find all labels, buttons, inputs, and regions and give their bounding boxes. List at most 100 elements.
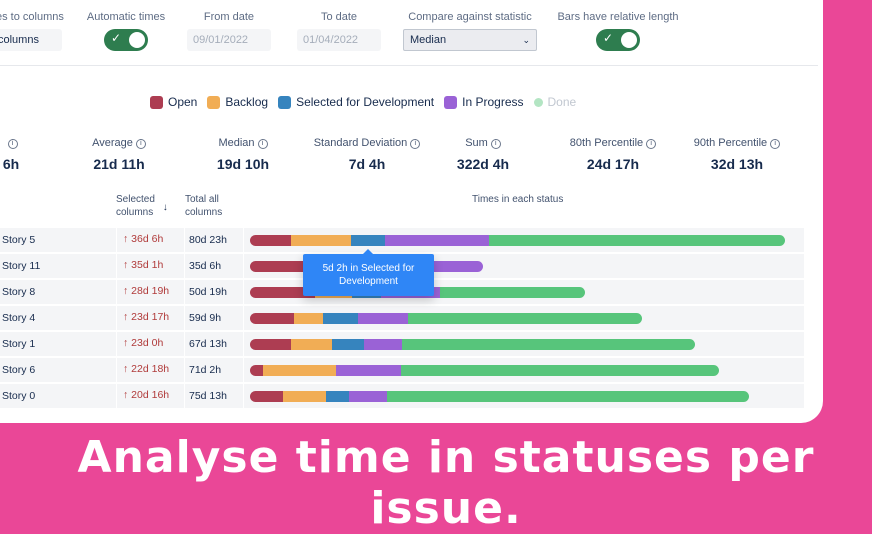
sort-arrow-icon: ↓	[162, 202, 168, 213]
table-row[interactable]: Story 1 ↑ 23d 0h 67d 13h	[0, 332, 804, 356]
status-bar	[250, 235, 785, 246]
legend-label: Open	[168, 95, 198, 109]
bar-segment-selected-for-development[interactable]	[331, 339, 364, 350]
legend-label: In Progress	[462, 95, 524, 109]
bar-segment-done[interactable]	[439, 287, 585, 298]
bar-segment-in-progress[interactable]	[384, 235, 490, 246]
stat-title: Sum	[465, 137, 488, 149]
info-icon[interactable]: i	[490, 139, 501, 149]
bar-segment-done[interactable]	[387, 391, 749, 402]
from-date-label: From date	[203, 11, 255, 23]
table-row[interactable]: Story 6 ↑ 22d 18h 71d 2h	[0, 358, 804, 382]
legend-swatch	[278, 95, 292, 109]
table-row[interactable]: Story 4 ↑ 23d 17h 59d 9h	[0, 306, 804, 330]
to-date-input[interactable]: 01/04/2022	[297, 29, 381, 51]
bar-segment-selected-for-development[interactable]	[325, 391, 350, 402]
bar-segment-backlog[interactable]	[290, 339, 332, 350]
arrow-up-icon: ↑	[123, 337, 129, 349]
stat-value: 6h	[2, 156, 20, 172]
bar-segment-open[interactable]	[250, 365, 264, 376]
chevron-down-icon: ⌄	[522, 35, 530, 45]
info-icon[interactable]: i	[135, 139, 146, 149]
from-date-control: From date 09/01/2022	[187, 11, 271, 51]
legend-swatch	[533, 97, 543, 107]
legend-item-selected-for-development[interactable]: Selected for Development	[278, 95, 434, 109]
legend-label: Selected for Development	[296, 95, 435, 109]
arrow-up-icon: ↑	[123, 363, 129, 375]
bar-segment-backlog[interactable]	[294, 313, 324, 324]
stat-0: i 6h	[0, 137, 66, 172]
issue-name[interactable]: Story 5	[2, 234, 36, 246]
stat-4: Sum i 322d 4h	[428, 137, 538, 172]
automatic-times-toggle[interactable]: ✓	[104, 29, 148, 51]
issue-name[interactable]: Story 1	[2, 338, 36, 350]
relative-length-toggle[interactable]: ✓	[596, 29, 640, 51]
stat-value: 32d 13h	[710, 156, 764, 172]
stat-6: 90th Percentile i 32d 13h	[682, 137, 792, 172]
bar-segment-selected-for-development[interactable]	[323, 313, 358, 324]
tagline: Analyse time in statuses per issue.	[77, 432, 815, 534]
automatic-times-control: Automatic times ✓	[80, 11, 172, 51]
bar-segment-in-progress[interactable]	[349, 391, 388, 402]
table-row[interactable]: Story 0 ↑ 20d 16h 75d 13h	[0, 384, 804, 408]
issue-name[interactable]: Story 8	[2, 286, 36, 298]
automatic-times-label: Automatic times	[86, 11, 166, 23]
total-columns-header: Total all columns	[185, 194, 223, 218]
bar-segment-open[interactable]	[250, 261, 311, 272]
bar-segment-open[interactable]	[250, 287, 315, 298]
bar-segment-done[interactable]	[407, 313, 643, 324]
selected-time-value: 20d 16h	[131, 389, 170, 401]
stat-title: 90th Percentile	[693, 137, 768, 149]
issue-name[interactable]: Story 0	[2, 390, 36, 402]
issue-name[interactable]: Story 4	[2, 312, 36, 324]
legend-item-done[interactable]: Done	[533, 95, 577, 109]
total-time: 35d 6h	[184, 254, 244, 278]
tooltip: 5d 2h in Selected for Development	[303, 249, 434, 296]
bar-segment-open[interactable]	[250, 391, 284, 402]
selected-time: ↑ 23d 0h	[116, 332, 182, 356]
stat-5: 80th Percentile i 24d 17h	[558, 137, 668, 172]
legend-item-open[interactable]: Open	[150, 95, 197, 109]
selected-time-value: 28d 19h	[131, 285, 170, 297]
bar-segment-in-progress[interactable]	[420, 261, 484, 272]
selected-time: ↑ 22d 18h	[116, 358, 182, 382]
legend-item-in-progress[interactable]: In Progress	[444, 95, 524, 109]
table-row[interactable]: Story 5 ↑ 36d 6h 80d 23h	[0, 228, 804, 252]
legend-item-backlog[interactable]: Backlog	[207, 95, 268, 109]
legend-label: Done	[547, 95, 577, 109]
total-time: 71d 2h	[184, 358, 244, 382]
bar-segment-done[interactable]	[401, 339, 696, 350]
bar-segment-done[interactable]	[489, 235, 785, 246]
info-icon[interactable]: i	[410, 139, 421, 149]
selected-time-value: 23d 0h	[131, 337, 164, 349]
info-icon[interactable]: i	[646, 139, 657, 149]
total-time: 80d 23h	[184, 228, 244, 252]
issue-name[interactable]: Story 11	[2, 260, 41, 272]
stat-3: Standard Deviation i 7d 4h	[312, 137, 422, 172]
bar-segment-in-progress[interactable]	[357, 313, 408, 324]
info-icon[interactable]: i	[7, 139, 18, 149]
bar-segment-open[interactable]	[250, 235, 291, 246]
stat-value: 322d 4h	[456, 156, 510, 172]
stat-value: 24d 17h	[586, 156, 640, 172]
selected-time-value: 22d 18h	[131, 363, 170, 375]
bar-segment-selected-for-development[interactable]	[351, 235, 385, 246]
selected-time: ↑ 23d 17h	[116, 306, 182, 330]
bar-segment-in-progress[interactable]	[335, 365, 401, 376]
selected-columns-header[interactable]: Selected columns ↓	[116, 193, 168, 219]
map-statuses-input[interactable]: columns	[0, 29, 62, 51]
bar-segment-in-progress[interactable]	[363, 339, 402, 350]
bar-segment-open[interactable]	[250, 339, 291, 350]
bar-segment-open[interactable]	[250, 313, 295, 324]
compare-statistic-select[interactable]: Median ⌄	[403, 29, 537, 51]
bar-segment-backlog[interactable]	[263, 365, 336, 376]
relative-length-control: Bars have relative length ✓	[555, 11, 681, 51]
selected-time: ↑ 36d 6h	[116, 228, 182, 252]
bar-segment-backlog[interactable]	[283, 391, 326, 402]
bar-segment-backlog[interactable]	[290, 235, 352, 246]
info-icon[interactable]: i	[257, 139, 268, 149]
issue-name[interactable]: Story 6	[2, 364, 36, 376]
info-icon[interactable]: i	[770, 139, 781, 149]
bar-segment-done[interactable]	[400, 365, 719, 376]
from-date-input[interactable]: 09/01/2022	[187, 29, 271, 51]
